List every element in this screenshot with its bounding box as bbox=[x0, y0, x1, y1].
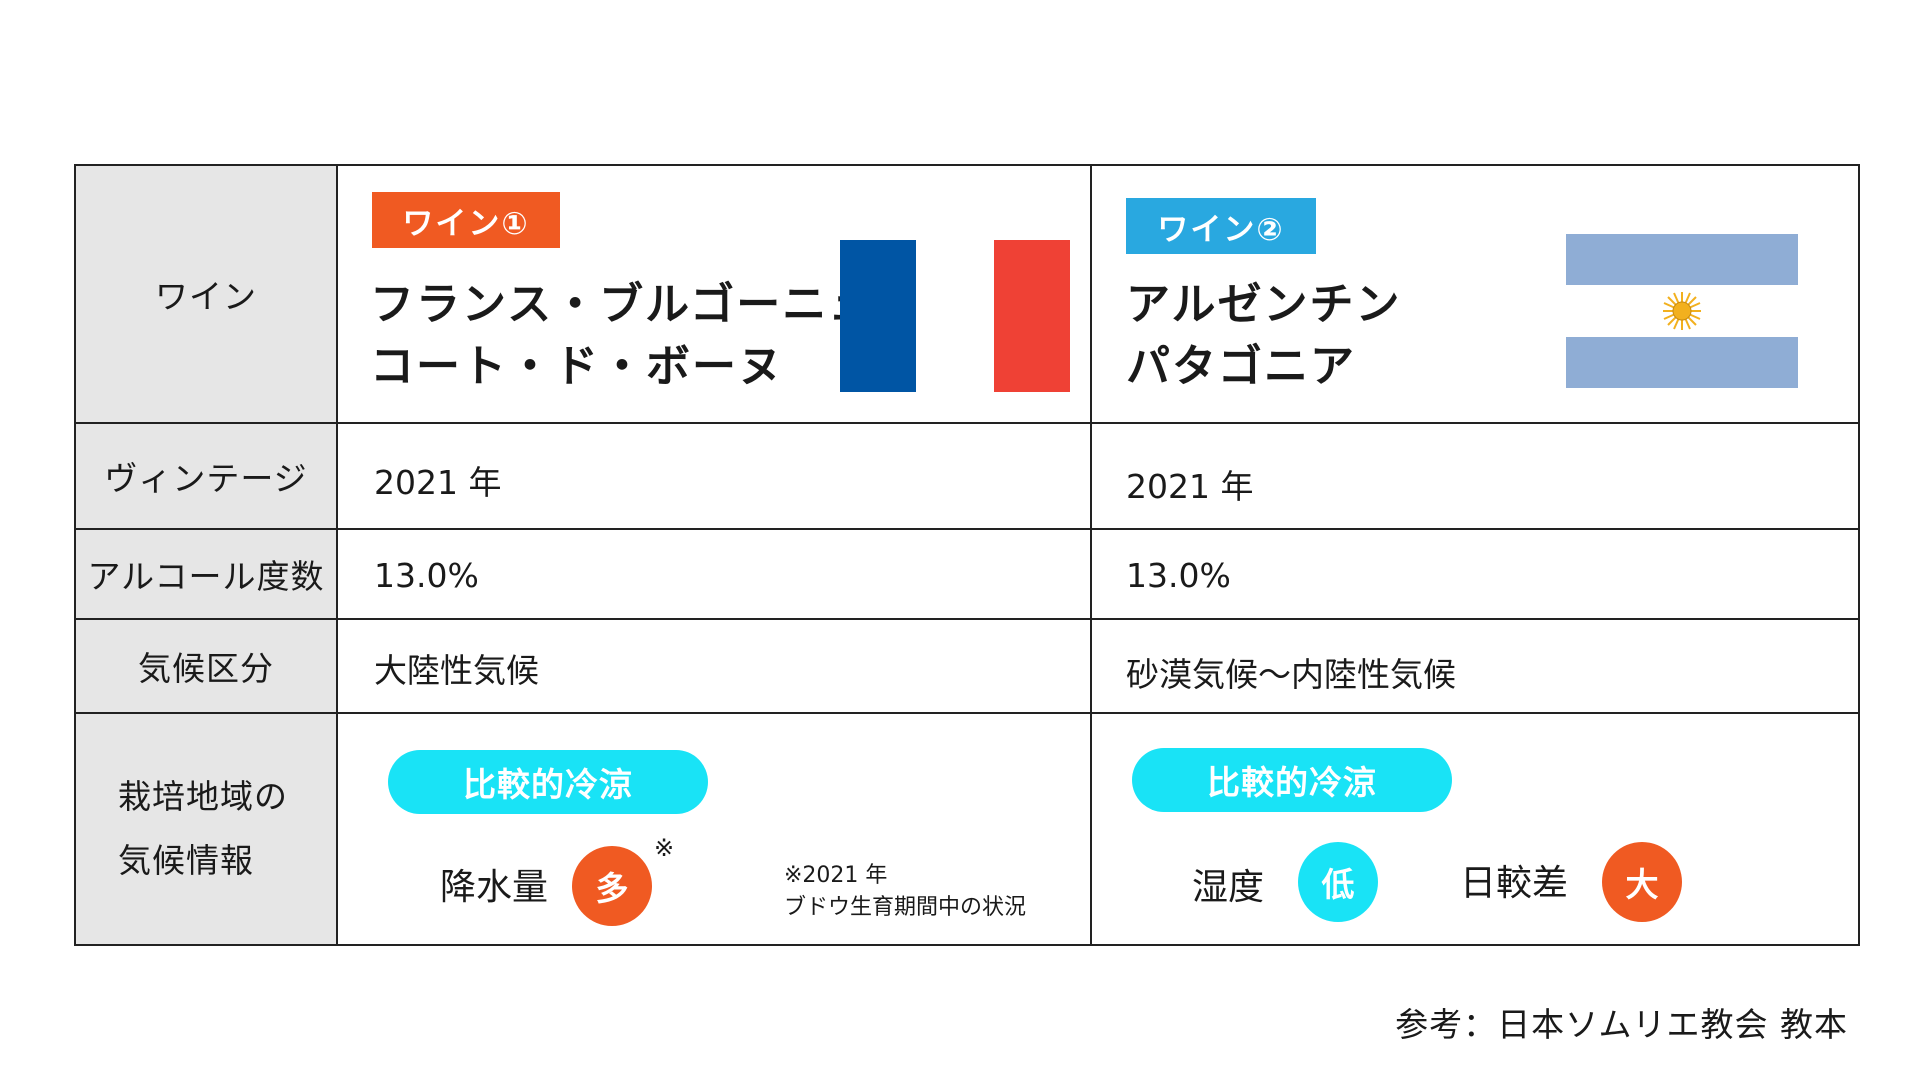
divider-row-1 bbox=[76, 422, 1858, 424]
wine1-name: フランス・ブルゴーニュ コート・ド・ボーヌ bbox=[370, 274, 874, 398]
divider-row-4 bbox=[76, 712, 1858, 714]
france-flag-white bbox=[916, 240, 994, 392]
wine2-vintage: 2021 年 bbox=[1126, 467, 1254, 506]
wine2-climate: 砂漠気候～内陸性気候 bbox=[1126, 655, 1456, 694]
wine1-rain-mark: ※ bbox=[654, 834, 675, 862]
wine2-diurnal-label: 日較差 bbox=[1460, 863, 1569, 904]
divider-vertical-1 bbox=[336, 166, 338, 944]
wine1-alcohol: 13.0% bbox=[374, 556, 479, 595]
wine1-note-line1: ※2021 年 bbox=[784, 863, 888, 888]
argentina-flag bbox=[1566, 234, 1798, 388]
wine1-vintage: 2021 年 bbox=[374, 463, 502, 502]
wine2-name-line2: パタゴニア bbox=[1126, 341, 1356, 392]
argentina-flag-top bbox=[1566, 234, 1798, 285]
france-flag-red bbox=[994, 240, 1070, 392]
divider-row-2 bbox=[76, 528, 1858, 530]
wine1-note-line2: ブドウ生育期間中の状況 bbox=[784, 895, 1027, 920]
wine1-rain-label: 降水量 bbox=[440, 867, 549, 908]
wine1-name-line1: フランス・ブルゴーニュ bbox=[370, 279, 875, 330]
divider-vertical-2 bbox=[1090, 166, 1092, 944]
wine2-alcohol: 13.0% bbox=[1126, 556, 1231, 595]
row-label-vintage: ヴィンテージ bbox=[104, 459, 308, 498]
wine1-note: ※2021 年 ブドウ生育期間中の状況 bbox=[784, 860, 1026, 924]
wine1-climate-pill: 比較的冷涼 bbox=[388, 750, 708, 814]
wine2-diurnal-value: 大 bbox=[1602, 842, 1682, 922]
row-label-cultivation-line1: 栽培地域の bbox=[118, 777, 288, 816]
comparison-table: ワイン ヴィンテージ アルコール度数 気候区分 栽培地域の 気候情報 ワイン① … bbox=[74, 164, 1860, 946]
wine2-humidity-value: 低 bbox=[1298, 842, 1378, 922]
sun-icon bbox=[1663, 292, 1701, 330]
row-label-cultivation: 栽培地域の 気候情報 bbox=[76, 714, 336, 944]
wine1-rain-value: 多 bbox=[572, 846, 652, 926]
wine2-name: アルゼンチン パタゴニア bbox=[1126, 274, 1402, 398]
source-footer: 参考：日本ソムリエ教会 教本 bbox=[1395, 1005, 1848, 1044]
france-flag bbox=[840, 240, 1070, 392]
row-label-cultivation-line2: 気候情報 bbox=[118, 841, 254, 880]
france-flag-blue bbox=[840, 240, 916, 392]
divider-row-3 bbox=[76, 618, 1858, 620]
wine2-humidity-label: 湿度 bbox=[1192, 867, 1265, 908]
wine1-name-line2: コート・ド・ボーヌ bbox=[370, 341, 784, 392]
argentina-flag-bottom bbox=[1566, 337, 1798, 388]
row-label-wine: ワイン bbox=[155, 277, 257, 316]
wine2-tag: ワイン② bbox=[1126, 198, 1316, 254]
row-label-climate: 気候区分 bbox=[138, 649, 274, 688]
wine1-tag: ワイン① bbox=[372, 192, 560, 248]
wine2-climate-pill: 比較的冷涼 bbox=[1132, 748, 1452, 812]
row-label-alcohol: アルコール度数 bbox=[87, 557, 325, 596]
wine2-name-line1: アルゼンチン bbox=[1126, 279, 1402, 330]
header-column bbox=[76, 166, 336, 944]
wine1-climate: 大陸性気候 bbox=[374, 651, 539, 690]
